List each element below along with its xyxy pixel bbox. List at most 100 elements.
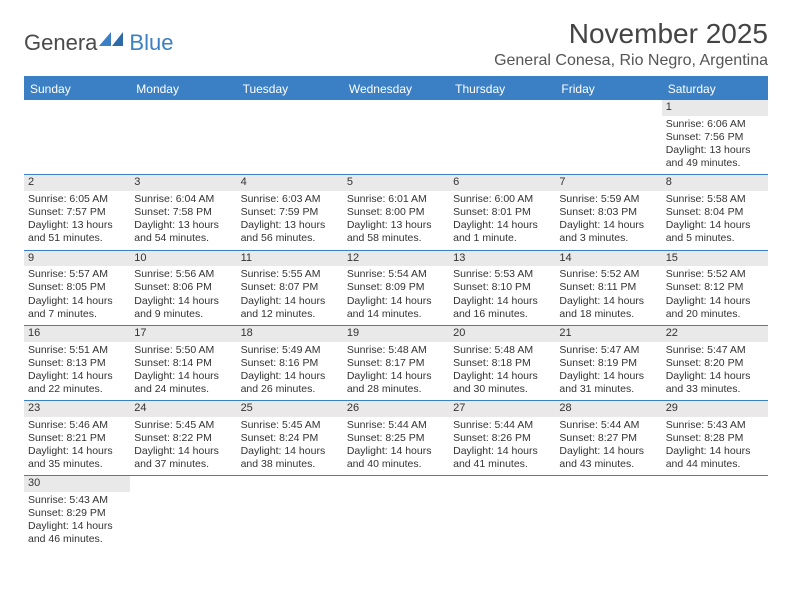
- day-number: 20: [449, 326, 555, 342]
- daylight-text: Daylight: 13 hours and 58 minutes.: [347, 219, 445, 245]
- logo-text-right: lue: [144, 30, 173, 56]
- daylight-text: Daylight: 14 hours and 30 minutes.: [453, 370, 551, 396]
- day-number: 28: [555, 401, 661, 417]
- day-cell-7: 7Sunrise: 5:59 AMSunset: 8:03 PMDaylight…: [555, 175, 661, 250]
- day-number: 25: [237, 401, 343, 417]
- day-cell-27: 27Sunrise: 5:44 AMSunset: 8:26 PMDayligh…: [449, 401, 555, 476]
- day-number: 9: [24, 251, 130, 267]
- day-cell-29: 29Sunrise: 5:43 AMSunset: 8:28 PMDayligh…: [662, 401, 768, 476]
- day-cell-1: 1Sunrise: 6:06 AMSunset: 7:56 PMDaylight…: [662, 100, 768, 175]
- day-cell-21: 21Sunrise: 5:47 AMSunset: 8:19 PMDayligh…: [555, 325, 661, 400]
- day-cell-18: 18 Sunrise: 5:49 AMSunset: 8:16 PMDayligh…: [237, 325, 343, 400]
- sunset-text: Sunset: 8:18 PM: [453, 357, 551, 370]
- daylight-text: Daylight: 14 hours and 24 minutes.: [134, 370, 232, 396]
- sunrise-text: Sunrise: 5:47 AM: [559, 344, 657, 357]
- sunrise-text: Sunrise: 5:44 AM: [347, 419, 445, 432]
- sunrise-text: Sunrise: 6:00 AM: [453, 193, 551, 206]
- day-cell-16: 16Sunrise: 5:51 AMSunset: 8:13 PMDayligh…: [24, 325, 130, 400]
- sunset-text: Sunset: 8:26 PM: [453, 432, 551, 445]
- sunset-text: Sunset: 8:16 PM: [241, 357, 339, 370]
- daylight-text: Daylight: 14 hours and 5 minutes.: [666, 219, 764, 245]
- sunset-text: Sunset: 8:11 PM: [559, 281, 657, 294]
- sunset-text: Sunset: 8:13 PM: [28, 357, 126, 370]
- day-number: 1: [662, 100, 768, 116]
- day-number: 5: [343, 175, 449, 191]
- weekday-saturday: Saturday: [662, 78, 768, 100]
- sunrise-text: Sunrise: 5:49 AM: [241, 344, 339, 357]
- sunrise-text: Sunrise: 5:57 AM: [28, 268, 126, 281]
- day-number: 2: [24, 175, 130, 191]
- sunrise-text: Sunrise: 5:44 AM: [453, 419, 551, 432]
- empty-cell: [237, 100, 343, 175]
- logo-text-blue: B: [129, 30, 144, 56]
- day-number: 11: [237, 251, 343, 267]
- sunset-text: Sunset: 8:12 PM: [666, 281, 764, 294]
- daylight-text: Daylight: 14 hours and 40 minutes.: [347, 445, 445, 471]
- empty-cell: [555, 100, 661, 175]
- calendar-row: 9Sunrise: 5:57 AMSunset: 8:05 PMDaylight…: [24, 250, 768, 325]
- day-number: 4: [237, 175, 343, 191]
- day-cell-15: 15Sunrise: 5:52 AMSunset: 8:12 PMDayligh…: [662, 250, 768, 325]
- sunrise-text: Sunrise: 5:47 AM: [666, 344, 764, 357]
- day-number: 8: [662, 175, 768, 191]
- sunset-text: Sunset: 8:09 PM: [347, 281, 445, 294]
- sunrise-text: Sunrise: 6:03 AM: [241, 193, 339, 206]
- daylight-text: Daylight: 14 hours and 14 minutes.: [347, 295, 445, 321]
- logo-text-left: Genera: [24, 30, 97, 56]
- daylight-text: Daylight: 14 hours and 33 minutes.: [666, 370, 764, 396]
- daylight-text: Daylight: 13 hours and 56 minutes.: [241, 219, 339, 245]
- sunrise-text: Sunrise: 5:51 AM: [28, 344, 126, 357]
- day-cell-20: 20Sunrise: 5:48 AMSunset: 8:18 PMDayligh…: [449, 325, 555, 400]
- empty-cell: [555, 476, 661, 551]
- day-number: 13: [449, 251, 555, 267]
- daylight-text: Daylight: 14 hours and 16 minutes.: [453, 295, 551, 321]
- day-cell-5: 5Sunrise: 6:01 AMSunset: 8:00 PMDaylight…: [343, 175, 449, 250]
- sunset-text: Sunset: 8:24 PM: [241, 432, 339, 445]
- sunrise-text: Sunrise: 5:43 AM: [666, 419, 764, 432]
- sunrise-text: Sunrise: 5:52 AM: [559, 268, 657, 281]
- day-number: 18: [237, 326, 343, 342]
- sunset-text: Sunset: 7:58 PM: [134, 206, 232, 219]
- sunrise-text: Sunrise: 5:55 AM: [241, 268, 339, 281]
- daylight-text: Daylight: 14 hours and 35 minutes.: [28, 445, 126, 471]
- day-cell-2: 2Sunrise: 6:05 AMSunset: 7:57 PMDaylight…: [24, 175, 130, 250]
- day-number: 24: [130, 401, 236, 417]
- day-cell-11: 11Sunrise: 5:55 AMSunset: 8:07 PMDayligh…: [237, 250, 343, 325]
- empty-cell: [130, 476, 236, 551]
- sunrise-text: Sunrise: 5:54 AM: [347, 268, 445, 281]
- day-cell-9: 9Sunrise: 5:57 AMSunset: 8:05 PMDaylight…: [24, 250, 130, 325]
- day-cell-28: 28Sunrise: 5:44 AMSunset: 8:27 PMDayligh…: [555, 401, 661, 476]
- day-cell-22: 22Sunrise: 5:47 AMSunset: 8:20 PMDayligh…: [662, 325, 768, 400]
- sunset-text: Sunset: 8:03 PM: [559, 206, 657, 219]
- calendar-page: GeneraBlue November 2025 General Conesa,…: [0, 0, 792, 569]
- day-number: 3: [130, 175, 236, 191]
- sunrise-text: Sunrise: 5:45 AM: [241, 419, 339, 432]
- day-cell-4: 4Sunrise: 6:03 AMSunset: 7:59 PMDaylight…: [237, 175, 343, 250]
- daylight-text: Daylight: 14 hours and 9 minutes.: [134, 295, 232, 321]
- daylight-text: Daylight: 14 hours and 20 minutes.: [666, 295, 764, 321]
- daylight-text: Daylight: 13 hours and 51 minutes.: [28, 219, 126, 245]
- empty-cell: [343, 476, 449, 551]
- day-number: 27: [449, 401, 555, 417]
- day-number: 16: [24, 326, 130, 342]
- daylight-text: Daylight: 14 hours and 44 minutes.: [666, 445, 764, 471]
- day-number: 21: [555, 326, 661, 342]
- day-number: 17: [130, 326, 236, 342]
- daylight-text: Daylight: 14 hours and 26 minutes.: [241, 370, 339, 396]
- daylight-text: Daylight: 14 hours and 31 minutes.: [559, 370, 657, 396]
- calendar-row: 30Sunrise: 5:43 AMSunset: 8:29 PMDayligh…: [24, 476, 768, 551]
- day-cell-24: 24Sunrise: 5:45 AMSunset: 8:22 PMDayligh…: [130, 401, 236, 476]
- logo: Genera Blue: [24, 18, 173, 56]
- day-cell-30: 30Sunrise: 5:43 AMSunset: 8:29 PMDayligh…: [24, 476, 130, 551]
- day-number: 22: [662, 326, 768, 342]
- sunrise-text: Sunrise: 5:45 AM: [134, 419, 232, 432]
- sunset-text: Sunset: 8:01 PM: [453, 206, 551, 219]
- calendar-row: 16 Sunrise: 5:51 AMSunset: 8:13 PM Dayligh…: [24, 325, 768, 400]
- sunrise-text: Sunrise: 6:06 AM: [666, 118, 764, 131]
- daylight-text: Daylight: 14 hours and 18 minutes.: [559, 295, 657, 321]
- page-header: GeneraBlue November 2025 General Conesa,…: [24, 18, 768, 70]
- sunrise-text: Sunrise: 6:05 AM: [28, 193, 126, 206]
- sunrise-text: Sunrise: 6:04 AM: [134, 193, 232, 206]
- empty-cell: [449, 100, 555, 175]
- daylight-text: Daylight: 14 hours and 28 minutes.: [347, 370, 445, 396]
